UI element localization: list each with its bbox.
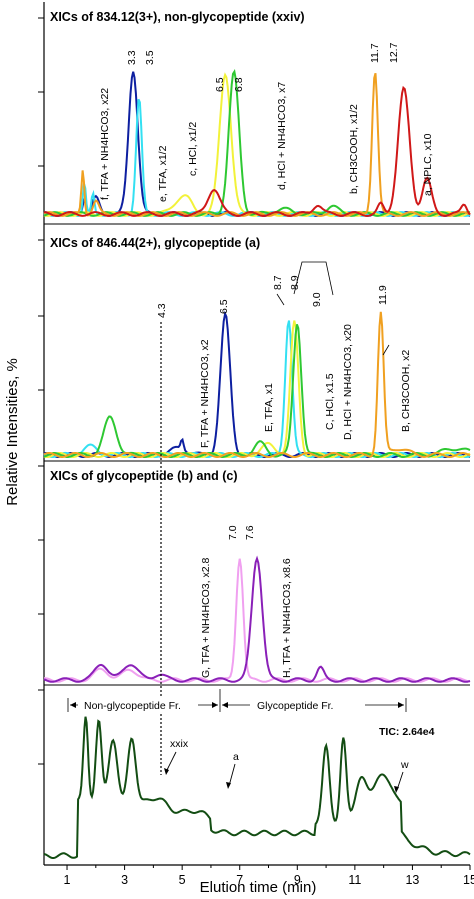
peak-label-p3-H: 7.6 [244, 525, 256, 540]
x-tick-label: 1 [64, 873, 71, 887]
annotation-a-arrowhead [226, 782, 231, 789]
x-tick-label: 9 [294, 873, 301, 887]
peak-label-p1-a: 12.7 [388, 42, 400, 63]
panel-2-series-labels: F, TFA + NH4HCO3, x2 E, TFA, x1 C, HCl, … [199, 324, 412, 448]
series-label-p3-H: H, TFA + NH4HCO3, x8.6 [281, 558, 293, 678]
peak-label-p1-b: 11.7 [369, 43, 381, 63]
series-label-p2-F: F, TFA + NH4HCO3, x2 [199, 339, 211, 448]
curve-panel-2-series-5 [43, 311, 471, 459]
curve-panel-1-series-6 [43, 85, 471, 217]
plot-frame [43, 2, 470, 866]
panel-1-series-labels: f, TFA + NH4HCO3, x22 e, TFA, x1/2 c, HC… [99, 82, 434, 202]
series-label-p1-a: a, NPLC, x10 [422, 133, 434, 196]
peak-label-p2-D: 9.0 [311, 292, 323, 307]
annotation-xxix: xxix [170, 738, 189, 750]
fraction-label-bg-2 [250, 698, 365, 712]
fraction-annotation: Non-glycopeptide Fr. Glycopeptide Fr. [67, 689, 407, 712]
series-label-p2-D: D, HCl + NH4HCO3, x20 [342, 324, 354, 440]
fraction-label-glyco: Glycopeptide Fr. [257, 700, 333, 712]
leader-p2-B [382, 344, 390, 356]
x-tick-label: 15 [463, 873, 474, 887]
peak-label-p1-d: 6.8 [233, 77, 245, 92]
peak-label-p1-c: 6.5 [214, 77, 226, 92]
annotation-xxix-arrow [165, 751, 177, 773]
peak-label-p2-C: 8.9 [289, 275, 301, 290]
x-tick-label: 11 [348, 873, 361, 887]
curve-panel-2-series-4 [43, 324, 471, 459]
annotation-xxix-arrowhead [164, 768, 169, 775]
panel-3-series-labels: G, TFA + NH4HCO3, x2.8 H, TFA + NH4HCO3,… [200, 558, 293, 678]
y-axis-label: Relative Intensities, % [4, 358, 21, 506]
chromatogram-curves [43, 69, 471, 859]
leader-p2-CD [293, 261, 334, 296]
x-axis-label: Elution time (min) [200, 879, 317, 896]
arrowhead-1 [70, 702, 76, 708]
x-tick-label: 7 [236, 873, 243, 887]
y-tick-marks [38, 17, 44, 765]
series-label-p1-d: d, HCl + NH4HCO3, x7 [276, 82, 288, 190]
annotation-w-arrowhead [394, 786, 399, 793]
tic-label: TIC: 2.64e4 [379, 726, 435, 738]
panel-2-title: XICs of 846.44(2+), glycopeptide (a) [50, 236, 260, 250]
annotation-w: w [400, 759, 409, 771]
series-label-p1-f: f, TFA + NH4HCO3, x22 [99, 88, 111, 200]
panel-3-title: XICs of glycopeptide (b) and (c) [50, 469, 238, 483]
peak-label-p2-B: 11.9 [377, 285, 389, 305]
peak-label-p1-e: 3.5 [144, 50, 156, 65]
peak-label-p2-F: 6.5 [218, 299, 230, 314]
x-tick-label: 5 [179, 873, 186, 887]
annotation-a-arrow [228, 763, 236, 787]
leader-p2-E [276, 293, 285, 306]
peak-label-p2-marker: 4.3 [156, 303, 168, 318]
panel-1-title: XICs of 834.12(3+), non-glycopeptide (xx… [50, 10, 305, 24]
peak-label-p2-E: 8.7 [272, 275, 284, 290]
curve-panel-1-series-5 [43, 72, 471, 217]
peak-label-p1-f: 3.3 [126, 50, 138, 65]
fraction-label-bg-1 [78, 698, 198, 712]
x-tick-label: 13 [405, 873, 419, 887]
series-label-p2-B: B, CH3COOH, x2 [400, 350, 412, 432]
series-label-p2-E: E, TFA, x1 [263, 383, 275, 432]
tic-annotations: xxix a w [164, 738, 409, 793]
arrowhead-2 [212, 702, 218, 708]
peak-label-p3-G: 7.0 [227, 525, 239, 540]
arrowhead-4 [398, 702, 404, 708]
x-ticks: 1 3 5 7 9 11 13 15 [64, 865, 474, 887]
fraction-label-non-glyco: Non-glycopeptide Fr. [84, 700, 181, 712]
curve-panel-3-series-1 [44, 558, 471, 683]
curve-panel-3-series-2 [43, 555, 471, 683]
series-label-p1-c: c, HCl, x1/2 [187, 122, 199, 176]
x-tick-label: 3 [121, 873, 128, 887]
curve-panel-1-series-3 [43, 72, 471, 217]
curve-tic [43, 716, 471, 859]
series-label-p1-b: b, CH3COOH, x1/2 [348, 104, 360, 194]
series-label-p3-G: G, TFA + NH4HCO3, x2.8 [200, 558, 212, 678]
series-label-p1-e: e, TFA, x1/2 [157, 145, 169, 202]
arrowhead-3 [222, 702, 228, 708]
annotation-a: a [233, 751, 239, 763]
peak-labels: 3.3 3.5 6.5 6.8 11.7 12.7 6.5 8.7 8.9 9.… [126, 42, 400, 540]
series-label-p2-C: C, HCl, x1.5 [324, 373, 336, 430]
